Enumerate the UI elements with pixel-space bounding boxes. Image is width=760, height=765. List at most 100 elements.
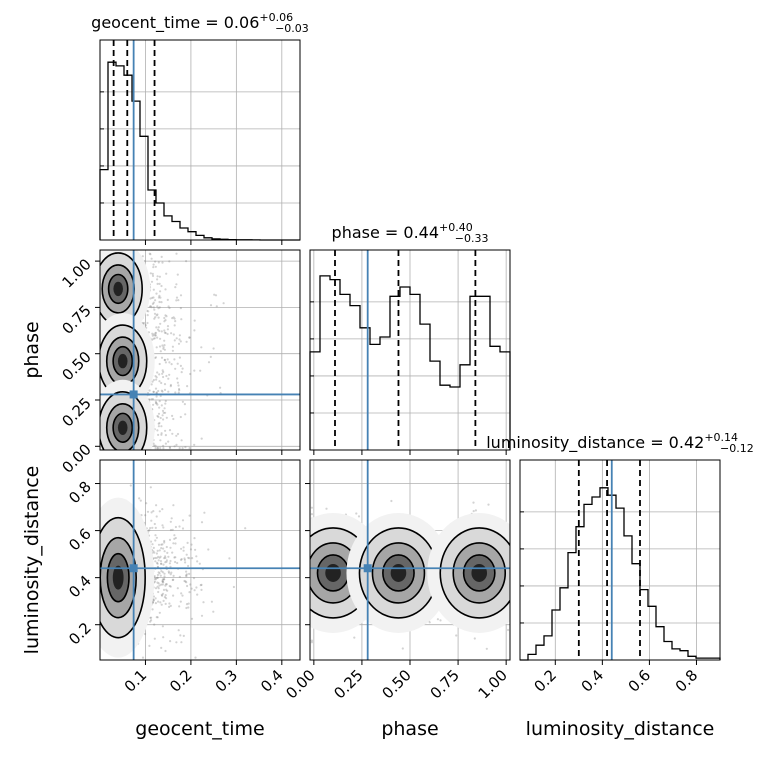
scatter-luminosity_distance-vs-geocent_time-sample-777 xyxy=(162,580,164,582)
scatter-phase-vs-geocent_time-sample-440 xyxy=(159,306,161,308)
scatter-phase-vs-geocent_time-sample-153 xyxy=(193,329,195,331)
scatter-phase-vs-geocent_time-sample-205 xyxy=(176,297,178,299)
scatter-luminosity_distance-vs-geocent_time-ytick-label-2: 0.6 xyxy=(65,525,95,555)
scatter-phase-vs-geocent_time-sample-846 xyxy=(167,441,169,443)
scatter-phase-vs-geocent_time-sample-51 xyxy=(199,370,201,372)
scatter-phase-vs-geocent_time-sample-377 xyxy=(159,400,161,402)
scatter-luminosity_distance-vs-geocent_time-sample-373 xyxy=(161,604,163,606)
scatter-phase-vs-geocent_time-sample-495 xyxy=(153,264,155,266)
scatter-luminosity_distance-vs-geocent_time-sample-787 xyxy=(161,524,163,526)
scatter-phase-vs-geocent_time-ytick-label-0: 0.00 xyxy=(58,440,94,476)
scatter-phase-vs-geocent_time-sample-210 xyxy=(154,261,156,263)
scatter-luminosity_distance-vs-geocent_time-sample-702 xyxy=(178,629,180,631)
scatter-phase-vs-geocent_time-sample-213 xyxy=(210,304,212,306)
scatter-luminosity_distance-vs-geocent_time-sample-618 xyxy=(203,512,205,514)
hist-phase-bin-9 xyxy=(400,287,410,450)
scatter-phase-vs-geocent_time-sample-892 xyxy=(155,379,157,381)
scatter-luminosity_distance-vs-phase-sample-501 xyxy=(311,641,313,643)
hist-geocent-time-title: geocent_time = 0.06+0.06−0.03 xyxy=(91,11,309,35)
scatter-phase-vs-geocent_time-sample-334 xyxy=(151,281,153,283)
scatter-phase-vs-geocent_time-sample-575 xyxy=(174,339,176,341)
scatter-phase-vs-geocent_time-sample-818 xyxy=(146,322,148,324)
scatter-phase-vs-geocent_time-sample-234 xyxy=(172,346,174,348)
scatter-phase-vs-geocent_time-sample-255 xyxy=(177,382,179,384)
scatter-phase-vs-geocent_time-sample-505 xyxy=(223,302,225,304)
scatter-phase-vs-geocent_time-sample-871 xyxy=(158,380,160,382)
scatter-phase-vs-geocent_time-sample-657 xyxy=(152,335,154,337)
scatter-luminosity_distance-vs-geocent_time-sample-247 xyxy=(185,571,187,573)
scatter-luminosity_distance-vs-phase-sample-877 xyxy=(437,618,439,620)
hist-phase-bin-15 xyxy=(460,365,470,450)
scatter-luminosity_distance-vs-geocent_time-sample-513 xyxy=(183,635,185,637)
scatter-phase-vs-geocent_time-ylabel: phase xyxy=(21,321,43,378)
scatter-luminosity_distance-vs-geocent_time-density-0-4 xyxy=(113,566,124,590)
scatter-luminosity_distance-vs-geocent_time-sample-646 xyxy=(157,586,159,588)
scatter-phase-vs-geocent_time-sample-199 xyxy=(155,266,157,268)
scatter-luminosity_distance-vs-geocent_time-sample-97 xyxy=(164,550,166,552)
scatter-luminosity_distance-vs-geocent_time-sample-758 xyxy=(156,515,158,517)
scatter-luminosity_distance-vs-geocent_time-sample-747 xyxy=(153,624,155,626)
scatter-luminosity_distance-vs-geocent_time-sample-73 xyxy=(165,594,167,596)
hist-luminosity-distance-bin-4 xyxy=(552,610,560,660)
scatter-luminosity_distance-vs-geocent_time-sample-359 xyxy=(182,527,184,529)
scatter-luminosity_distance-vs-geocent_time-sample-495 xyxy=(180,548,182,550)
scatter-phase-vs-geocent_time-sample-218 xyxy=(145,324,147,326)
scatter-luminosity_distance-vs-geocent_time-sample-405 xyxy=(188,573,190,575)
scatter-luminosity_distance-vs-geocent_time-sample-336 xyxy=(142,657,144,659)
scatter-luminosity_distance-vs-phase-sample-89 xyxy=(487,504,489,506)
scatter-phase-vs-geocent_time-sample-302 xyxy=(174,445,176,447)
hist-luminosity-distance-xtick-label-1: 0.4 xyxy=(578,666,608,696)
scatter-luminosity_distance-vs-phase-xtick-label-1: 0.25 xyxy=(330,666,366,702)
scatter-phase-vs-geocent_time-sample-879 xyxy=(165,400,167,402)
scatter-luminosity_distance-vs-geocent_time-sample-518 xyxy=(150,520,152,522)
hist-luminosity-distance-bin-15 xyxy=(640,590,648,660)
scatter-phase-vs-geocent_time-sample-104 xyxy=(168,361,170,363)
scatter-luminosity_distance-vs-geocent_time-sample-149 xyxy=(155,602,157,604)
scatter-luminosity_distance-vs-geocent_time-sample-799 xyxy=(149,617,151,619)
scatter-phase-vs-geocent_time-sample-737 xyxy=(176,377,178,379)
scatter-luminosity_distance-vs-geocent_time-sample-583 xyxy=(190,548,192,550)
hist-geocent-time-title-text: geocent_time = 0.06 xyxy=(91,13,259,33)
hist-luminosity-distance-bin-17 xyxy=(656,627,664,660)
scatter-phase-vs-geocent_time-sample-625 xyxy=(174,320,176,322)
scatter-luminosity_distance-vs-geocent_time-sample-129 xyxy=(183,550,185,552)
hist-phase-bin-3 xyxy=(340,294,350,450)
hist-luminosity-distance-bin-14 xyxy=(632,564,640,660)
scatter-phase-vs-geocent_time-sample-180 xyxy=(164,288,166,290)
scatter-phase-vs-geocent_time-sample-765 xyxy=(184,403,186,405)
scatter-luminosity_distance-vs-geocent_time-ylabel: luminosity_distance xyxy=(21,466,43,655)
scatter-luminosity_distance-vs-phase-truth-marker xyxy=(364,564,372,572)
scatter-luminosity_distance-vs-phase-xtick-label-0: 0.00 xyxy=(282,666,318,702)
scatter-luminosity_distance-vs-geocent_time-ytick-label-3: 0.8 xyxy=(65,478,95,508)
scatter-luminosity_distance-vs-geocent_time-sample-159 xyxy=(189,515,191,517)
hist-luminosity-distance-bin-7 xyxy=(576,527,584,660)
scatter-luminosity_distance-vs-geocent_time-sample-404 xyxy=(152,510,154,512)
scatter-luminosity_distance-vs-geocent_time-sample-775 xyxy=(169,560,171,562)
hist-luminosity-distance-bin-12 xyxy=(616,508,624,660)
scatter-luminosity_distance-vs-geocent_time-ytick-label-0: 0.2 xyxy=(65,619,95,649)
scatter-phase-vs-geocent_time-sample-602 xyxy=(154,445,156,447)
scatter-luminosity_distance-vs-geocent_time-sample-678 xyxy=(170,521,172,523)
scatter-luminosity_distance-vs-geocent_time-sample-867 xyxy=(162,526,164,528)
scatter-luminosity_distance-vs-geocent_time-sample-170 xyxy=(171,517,173,519)
scatter-phase-vs-geocent_time-sample-515 xyxy=(178,338,180,340)
scatter-luminosity_distance-vs-geocent_time-sample-424 xyxy=(179,634,181,636)
scatter-phase-vs-geocent_time-sample-19 xyxy=(162,376,164,378)
scatter-luminosity_distance-vs-geocent_time-sample-576 xyxy=(163,575,165,577)
scatter-phase-vs-geocent_time-sample-88 xyxy=(162,410,164,412)
scatter-phase-vs-geocent_time-sample-359 xyxy=(213,347,215,349)
scatter-luminosity_distance-vs-geocent_time-sample-164 xyxy=(201,615,203,617)
scatter-luminosity_distance-vs-geocent_time-sample-526 xyxy=(154,581,156,583)
hist-luminosity-distance-xlabel: luminosity_distance xyxy=(526,718,715,740)
scatter-luminosity_distance-vs-geocent_time-sample-358 xyxy=(162,548,164,550)
scatter-phase-vs-geocent_time-ytick-label-2: 0.50 xyxy=(58,348,94,384)
scatter-phase-vs-geocent_time-sample-131 xyxy=(216,305,218,307)
scatter-phase-vs-geocent_time-sample-412 xyxy=(182,447,184,449)
scatter-phase-vs-geocent_time-sample-360 xyxy=(162,414,164,416)
scatter-phase-vs-geocent_time-sample-560 xyxy=(159,290,161,292)
scatter-phase-vs-geocent_time-sample-416 xyxy=(194,320,196,322)
scatter-luminosity_distance-vs-geocent_time-sample-766 xyxy=(166,552,168,554)
hist-phase-bin-4 xyxy=(350,306,360,450)
scatter-phase-vs-geocent_time-sample-762 xyxy=(164,430,166,432)
